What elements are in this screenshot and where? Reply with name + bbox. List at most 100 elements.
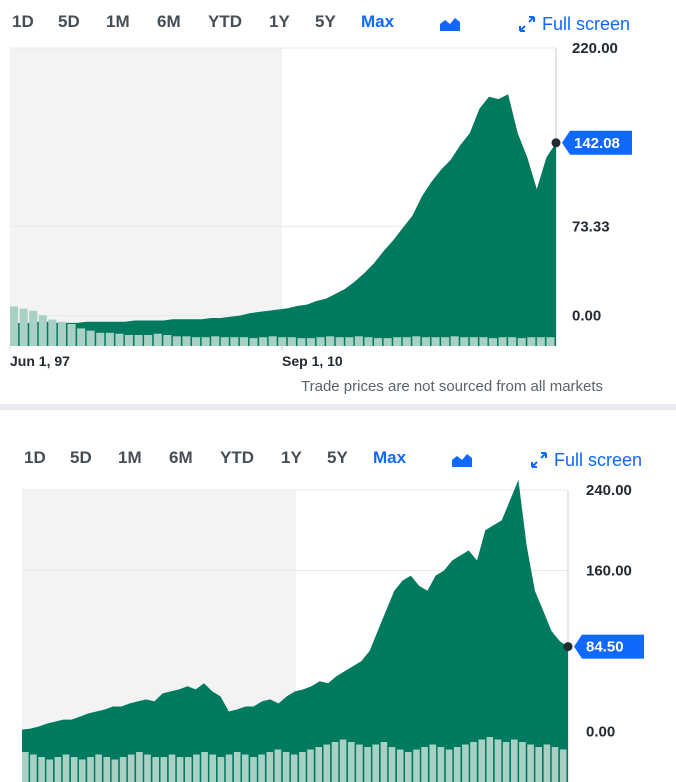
y-tick-label: 73.33 bbox=[572, 218, 610, 235]
volume-bar bbox=[259, 337, 268, 346]
volume-bar bbox=[479, 337, 488, 346]
volume-bar bbox=[502, 742, 510, 782]
volume-bar bbox=[209, 754, 216, 782]
price-chart-2[interactable]: 240.00 160.00 0.00 84.50 bbox=[0, 479, 676, 782]
volume-bar bbox=[508, 337, 517, 346]
volume-bar bbox=[124, 335, 133, 346]
range-max[interactable]: Max bbox=[361, 12, 395, 31]
volume-bar bbox=[450, 336, 459, 346]
volume-bar bbox=[469, 337, 478, 346]
volume-bar bbox=[46, 759, 53, 782]
y-tick-label: 240.00 bbox=[586, 482, 632, 499]
area-chart-icon[interactable] bbox=[451, 452, 473, 473]
volume-bar bbox=[22, 752, 29, 782]
current-price-dot bbox=[563, 642, 573, 652]
volume-bar bbox=[396, 749, 404, 782]
volume-bar bbox=[307, 749, 314, 782]
current-price-label: 142.08 bbox=[574, 135, 620, 152]
volume-bar bbox=[297, 338, 306, 346]
volume-bar bbox=[421, 747, 428, 782]
volume-bar bbox=[413, 749, 420, 782]
expand-arrows-icon bbox=[530, 450, 554, 470]
range-1y[interactable]: 1Y bbox=[281, 448, 302, 467]
volume-bar bbox=[335, 337, 344, 346]
volume-bar bbox=[268, 336, 277, 346]
range-ytd[interactable]: YTD bbox=[220, 448, 254, 467]
range-5y[interactable]: 5Y bbox=[327, 448, 348, 467]
range-5d[interactable]: 5D bbox=[70, 448, 92, 467]
volume-bar bbox=[38, 315, 47, 346]
volume-bar bbox=[299, 752, 306, 782]
current-price-callout bbox=[574, 634, 644, 659]
volume-bar bbox=[431, 337, 440, 346]
range-5d[interactable]: 5D bbox=[58, 12, 80, 31]
volume-bar bbox=[233, 752, 241, 782]
range-6m[interactable]: 6M bbox=[169, 448, 193, 467]
period-highlight bbox=[10, 48, 282, 346]
volume-bar bbox=[364, 337, 373, 346]
volume-bar bbox=[441, 337, 450, 346]
volume-bar bbox=[185, 757, 192, 782]
volume-bar bbox=[383, 338, 392, 346]
footnote: Trade prices are not sourced from all ma… bbox=[301, 378, 604, 395]
volume-bar bbox=[250, 757, 257, 782]
volume-bar bbox=[38, 757, 45, 782]
volume-bar bbox=[103, 757, 111, 782]
volume-bar bbox=[144, 754, 151, 782]
volume-bar bbox=[30, 754, 37, 782]
volume-bar bbox=[153, 333, 162, 346]
range-1y[interactable]: 1Y bbox=[269, 12, 290, 31]
chart-panel-2: 1D 5D 1M 6M YTD 1Y 5Y Max Full screen 24… bbox=[0, 410, 676, 782]
area-chart-icon[interactable] bbox=[439, 16, 461, 37]
volume-bar bbox=[57, 321, 66, 346]
volume-bar bbox=[201, 752, 208, 782]
volume-bar bbox=[460, 337, 469, 346]
range-max[interactable]: Max bbox=[373, 448, 407, 467]
range-ytd[interactable]: YTD bbox=[208, 12, 242, 31]
volume-bar bbox=[163, 335, 172, 346]
volume-bar bbox=[127, 754, 135, 782]
volume-bar bbox=[225, 754, 233, 782]
volume-bar bbox=[95, 754, 102, 782]
range-6m[interactable]: 6M bbox=[157, 12, 181, 31]
range-1d[interactable]: 1D bbox=[12, 12, 34, 31]
volume-bar bbox=[462, 744, 469, 782]
volume-bar bbox=[402, 337, 411, 346]
range-1m[interactable]: 1M bbox=[106, 12, 130, 31]
volume-bar bbox=[274, 749, 282, 782]
volume-bar bbox=[119, 757, 127, 782]
fullscreen-label: Full screen bbox=[542, 14, 631, 34]
volume-bar bbox=[29, 310, 38, 346]
volume-bar bbox=[445, 749, 453, 782]
volume-bar bbox=[316, 337, 325, 346]
volume-bar bbox=[136, 752, 143, 782]
volume-bar bbox=[421, 337, 430, 346]
volume-bar bbox=[306, 338, 315, 346]
volume-bar bbox=[453, 747, 461, 782]
volume-bar bbox=[488, 338, 497, 346]
volume-bar bbox=[412, 336, 421, 346]
volume-bar bbox=[258, 754, 265, 782]
volume-bar bbox=[211, 336, 220, 346]
volume-bar bbox=[19, 308, 28, 346]
volume-bar bbox=[134, 335, 143, 346]
fullscreen-button[interactable]: Full screen bbox=[518, 14, 630, 35]
volume-bar bbox=[96, 332, 105, 346]
volume-bar bbox=[201, 337, 210, 346]
volume-bar bbox=[152, 757, 159, 782]
volume-bar bbox=[393, 337, 402, 346]
volume-bar bbox=[249, 338, 258, 346]
volume-bar bbox=[172, 336, 181, 346]
price-chart-1[interactable]: 220.00 73.33 0.00 Jun 1, 97 Sep 1, 10 142.08 bbox=[0, 40, 676, 380]
range-1d[interactable]: 1D bbox=[24, 448, 46, 467]
volume-bar bbox=[111, 759, 119, 782]
fullscreen-button[interactable]: Full screen bbox=[530, 450, 642, 471]
current-price-label: 84.50 bbox=[586, 639, 624, 656]
price-area bbox=[22, 479, 568, 782]
volume-bar bbox=[478, 739, 485, 782]
volume-bar bbox=[486, 737, 494, 782]
range-5y[interactable]: 5Y bbox=[315, 12, 336, 31]
current-price-callout bbox=[562, 130, 632, 155]
range-1m[interactable]: 1M bbox=[118, 448, 142, 467]
y-tick-label: 0.00 bbox=[586, 724, 615, 741]
